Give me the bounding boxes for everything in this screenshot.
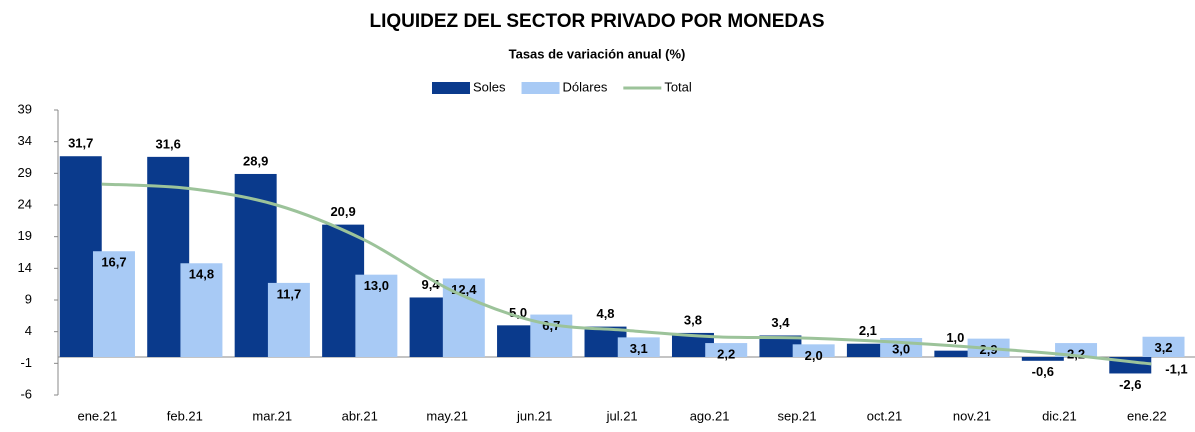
y-tick-label: 34 <box>18 133 32 148</box>
data-label: 3,2 <box>1154 340 1172 355</box>
bar <box>934 350 977 357</box>
data-label: -1,1 <box>1165 361 1187 376</box>
bar <box>92 251 135 357</box>
legend-swatch <box>521 82 560 94</box>
x-tick-label: jul.21 <box>606 408 638 423</box>
x-tick-label: feb.21 <box>167 408 203 423</box>
x-tick-label: may.21 <box>426 408 468 423</box>
legend-label: Soles <box>473 79 506 94</box>
data-label: 1,0 <box>946 330 964 345</box>
y-tick-label: 19 <box>18 228 32 243</box>
data-label: 2,2 <box>1067 347 1085 362</box>
y-tick-label: -1 <box>20 355 32 370</box>
bar <box>355 274 398 357</box>
bar <box>442 278 485 357</box>
data-label: 20,9 <box>330 204 355 219</box>
y-tick-label: 24 <box>18 196 32 211</box>
y-tick-label: -6 <box>20 386 32 401</box>
data-label: 31,6 <box>156 136 181 151</box>
data-label: 28,9 <box>243 153 268 168</box>
data-label: 3,8 <box>684 312 702 327</box>
data-label: 3,1 <box>630 341 648 356</box>
data-label: -0,6 <box>1032 364 1054 379</box>
data-label: 2,1 <box>859 323 877 338</box>
x-tick-label: sep.21 <box>778 408 817 423</box>
x-tick-label: ago.21 <box>690 408 730 423</box>
bar <box>759 335 802 357</box>
x-tick-label: dic.21 <box>1042 408 1077 423</box>
legend-label: Total <box>664 79 692 94</box>
bar <box>846 343 889 357</box>
data-label: 2,2 <box>717 347 735 362</box>
x-tick-label: mar.21 <box>252 408 292 423</box>
data-label: 13,0 <box>364 278 389 293</box>
y-tick-label: 39 <box>18 101 32 116</box>
bar <box>792 344 835 357</box>
y-tick-label: 14 <box>18 260 32 275</box>
data-label: 2,0 <box>805 348 823 363</box>
legend-label: Dólares <box>563 79 608 94</box>
bar <box>1142 336 1185 357</box>
data-label: 16,7 <box>101 255 126 270</box>
x-tick-label: jun.21 <box>516 408 552 423</box>
data-label: 3,0 <box>892 341 910 356</box>
data-label: 4,8 <box>596 306 614 321</box>
y-tick-label: 9 <box>25 291 32 306</box>
x-tick-label: ene.22 <box>1127 408 1167 423</box>
chart-subtitle: Tasas de variación anual (%) <box>509 46 686 61</box>
y-tick-label: 29 <box>18 165 32 180</box>
data-label: 11,7 <box>277 286 302 301</box>
data-label: -2,6 <box>1119 377 1141 392</box>
y-tick-label: 4 <box>25 323 32 338</box>
bar <box>267 282 310 357</box>
x-tick-label: abr.21 <box>342 408 378 423</box>
data-label: 3,4 <box>771 315 790 330</box>
bar <box>180 263 223 357</box>
bar <box>1021 357 1064 361</box>
line <box>101 182 1152 366</box>
x-tick-label: nov.21 <box>953 408 991 423</box>
legend-swatch <box>432 82 470 94</box>
x-tick-label: ene.21 <box>77 408 117 423</box>
bar <box>617 337 660 357</box>
bar <box>705 343 748 357</box>
x-tick-label: oct.21 <box>867 408 902 423</box>
data-label: 31,7 <box>68 136 93 151</box>
data-label: 14,8 <box>189 267 214 282</box>
chart-title: LIQUIDEZ DEL SECTOR PRIVADO POR MONEDAS <box>370 11 825 32</box>
